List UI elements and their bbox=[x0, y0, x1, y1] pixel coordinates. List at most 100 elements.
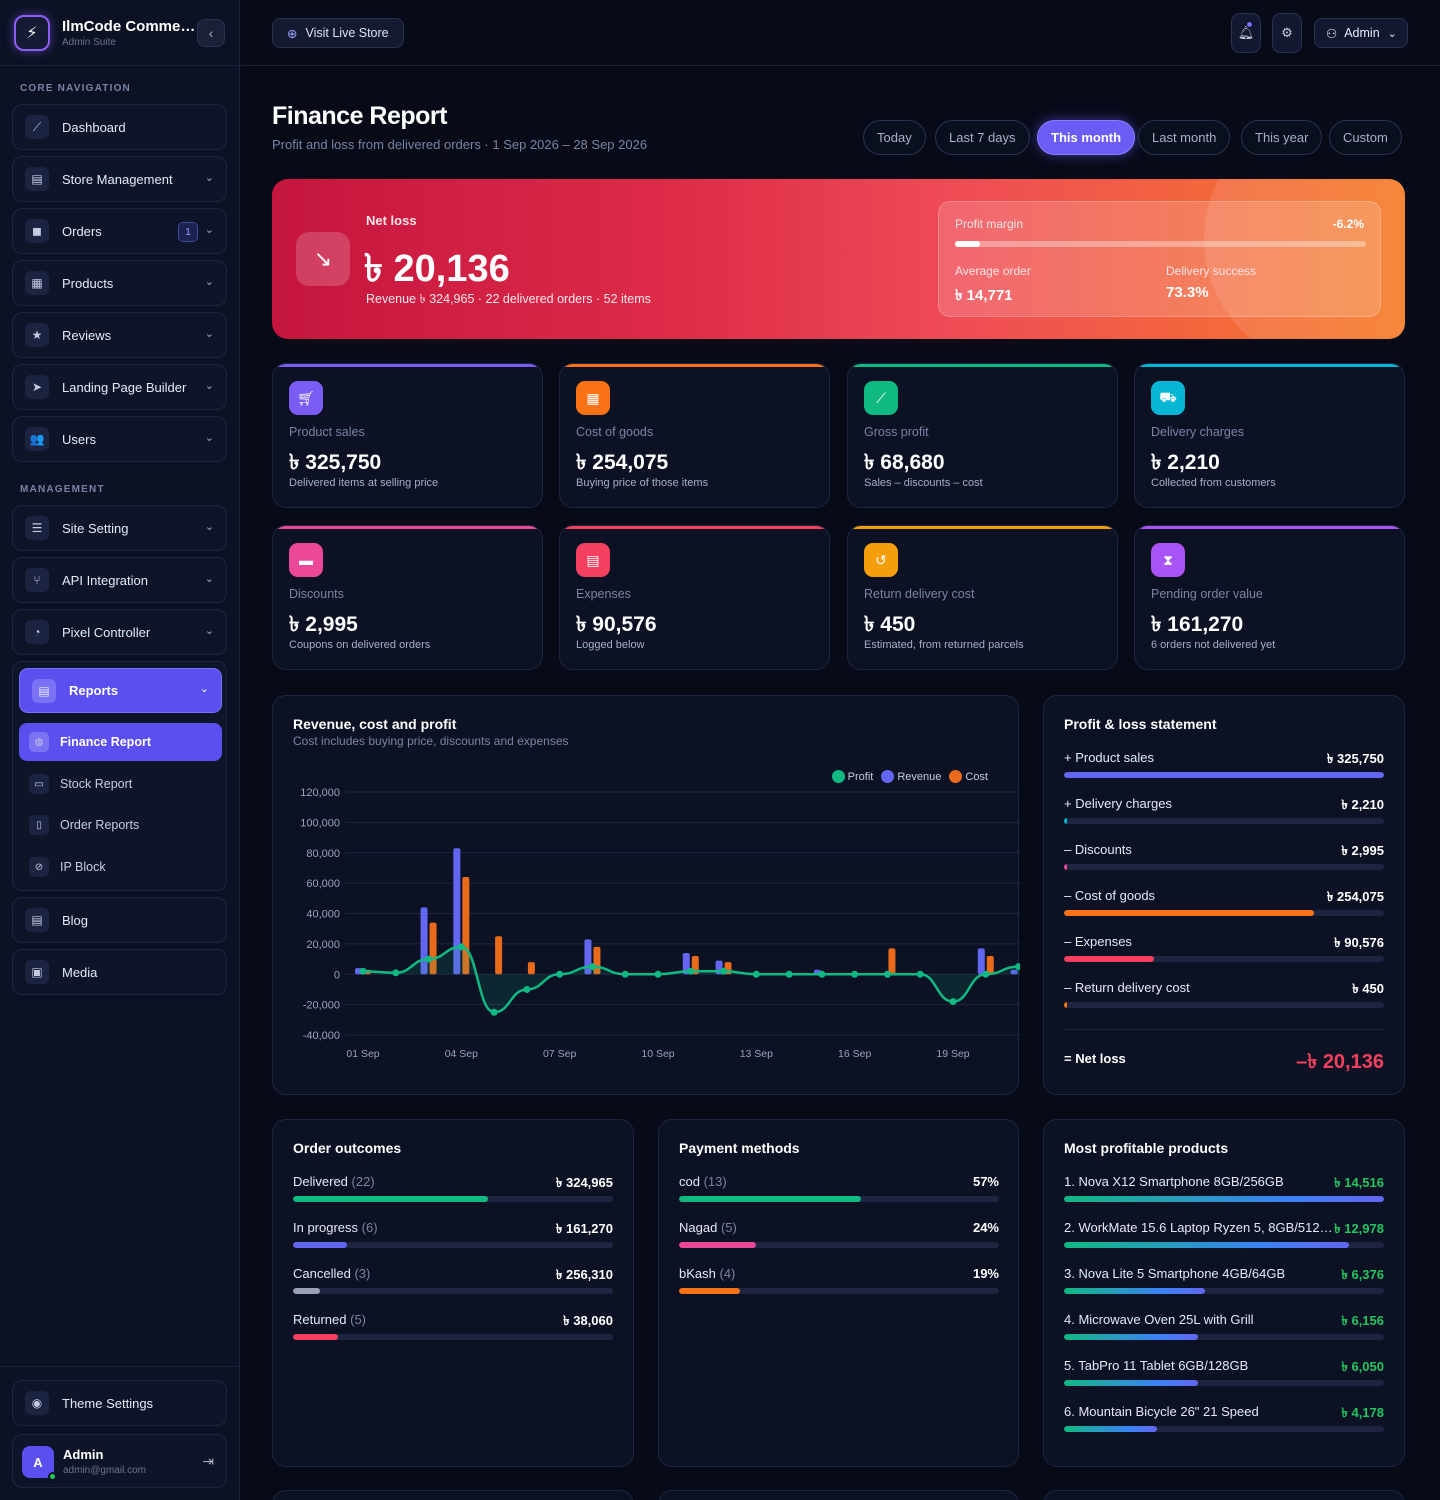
sidebar-item-orders[interactable]: ◼ Orders 1 ⌄ bbox=[12, 208, 227, 254]
sidebar-subitem-finance-report[interactable]: ◍ Finance Report bbox=[19, 723, 222, 761]
list-item-track bbox=[1064, 1426, 1384, 1432]
pl-row: – Expenses ৳ 90,576 bbox=[1064, 934, 1384, 974]
money-bag-icon: ◍ bbox=[29, 732, 49, 752]
list-item-amount: ৳ 6,376 bbox=[1341, 1267, 1384, 1282]
sidebar-item-users[interactable]: 👥 Users ⌄ bbox=[12, 416, 227, 462]
legend-label: Cost bbox=[965, 770, 988, 783]
cost-bar bbox=[888, 948, 896, 975]
average-order-label: Average order bbox=[955, 264, 1031, 278]
x-tick-label: 07 Sep bbox=[543, 1048, 576, 1060]
list-item-track bbox=[293, 1334, 613, 1340]
sidebar-footer-divider bbox=[0, 1366, 240, 1367]
profit-point bbox=[359, 967, 367, 975]
order-outcomes-card: Order outcomes Delivered (22) ৳ 324,965 In… bbox=[272, 1119, 634, 1467]
sidebar-item-store-management[interactable]: ▤ Store Management ⌄ bbox=[12, 156, 227, 202]
sidebar-item-label: Theme Settings bbox=[62, 1395, 154, 1411]
sidebar-subitem-label: IP Block bbox=[60, 860, 106, 874]
range-last-month[interactable]: Last month bbox=[1138, 120, 1231, 155]
stat-card: ⛟ Delivery charges ৳ 2,210 Collected from c… bbox=[1134, 363, 1405, 508]
range-this-month[interactable]: This month bbox=[1037, 120, 1136, 155]
stat-label: Delivery charges bbox=[1151, 425, 1245, 439]
stat-value: ৳ 450 bbox=[864, 613, 916, 636]
pl-row-amount: ৳ 2,210 bbox=[1341, 797, 1384, 812]
truck-icon: ⛟ bbox=[1151, 381, 1185, 415]
sidebar-item-products[interactable]: ▦ Products ⌄ bbox=[12, 260, 227, 306]
list-item-name: Returned (5) bbox=[293, 1312, 366, 1327]
sidebar-item-media[interactable]: ▣ Media bbox=[12, 949, 227, 995]
legend-swatch bbox=[949, 770, 963, 783]
profit-point bbox=[687, 967, 695, 975]
sidebar-item-theme-settings[interactable]: ◉ Theme Settings bbox=[12, 1380, 227, 1426]
list-item-amount: ৳ 12,978 bbox=[1334, 1221, 1384, 1236]
bell-icon: 🔔︎ bbox=[1237, 25, 1255, 40]
list-item-count: (13) bbox=[703, 1174, 727, 1189]
stat-accent-line bbox=[560, 526, 829, 529]
list-item: Nagad (5) 24% bbox=[679, 1220, 999, 1260]
sidebar-item-landing-page-builder[interactable]: ➤ Landing Page Builder ⌄ bbox=[12, 364, 227, 410]
brand-title: IlmCode Comme… bbox=[62, 17, 196, 35]
products-title: Most profitable products bbox=[1064, 1140, 1229, 1156]
sidebar-subitem-stock-report[interactable]: ▭ Stock Report bbox=[19, 765, 222, 803]
profit-point bbox=[425, 955, 433, 963]
most-profitable-products-card: Most profitable products 1. Nova X12 Sma… bbox=[1043, 1119, 1405, 1467]
collapse-sidebar-button[interactable]: ‹ bbox=[197, 19, 225, 47]
user-card[interactable]: A Admin admin@gmail.com ⇥ bbox=[12, 1434, 227, 1488]
stat-value: ৳ 161,270 bbox=[1151, 613, 1244, 636]
list-item-fill bbox=[293, 1196, 489, 1202]
stat-subtext: Buying price of those items bbox=[576, 477, 709, 489]
range-last-7-days[interactable]: Last 7 days bbox=[935, 120, 1030, 155]
sidebar-item-reports[interactable]: ▤ Reports ⌄ bbox=[19, 668, 222, 713]
brand-subtitle: Admin Suite bbox=[62, 36, 116, 48]
sidebar-item-label: API Integration bbox=[62, 572, 148, 588]
list-item-amount: 24% bbox=[972, 1220, 999, 1235]
sidebar-item-label: Blog bbox=[62, 912, 89, 928]
stat-accent-line bbox=[1135, 364, 1404, 367]
settings-button[interactable]: ⚙ bbox=[1272, 13, 1302, 53]
sidebar-item-reviews[interactable]: ★ Reviews ⌄ bbox=[12, 312, 227, 358]
legend-item[interactable]: Profit bbox=[831, 770, 873, 783]
x-tick-label: 04 Sep bbox=[445, 1048, 478, 1060]
stat-label: Expenses bbox=[576, 587, 631, 601]
newspaper-icon: ▤ bbox=[25, 908, 49, 932]
pl-row-track bbox=[1064, 956, 1384, 962]
list-item-track bbox=[1064, 1380, 1384, 1386]
stat-value: ৳ 254,075 bbox=[576, 451, 669, 474]
sidebar-item-api-integration[interactable]: ⑂ API Integration ⌄ bbox=[12, 557, 227, 603]
notifications-button[interactable]: 🔔︎ bbox=[1231, 13, 1261, 53]
sidebar-subitem-order-reports[interactable]: ▯ Order Reports bbox=[19, 806, 222, 844]
next-card-stub bbox=[658, 1490, 1019, 1500]
stat-card: 🛒︎ Product sales ৳ 325,750 Delivered items … bbox=[272, 363, 543, 508]
sidebar-item-site-setting[interactable]: ☰ Site Setting ⌄ bbox=[12, 505, 227, 551]
online-status-dot bbox=[48, 1472, 57, 1481]
sidebar-item-dashboard[interactable]: ⟋ Dashboard bbox=[12, 104, 227, 150]
admin-menu-button[interactable]: ⚇ Admin ⌄ bbox=[1314, 18, 1408, 48]
sidebar-item-blog[interactable]: ▤ Blog bbox=[12, 897, 227, 943]
pl-row-amount: ৳ 2,995 bbox=[1341, 843, 1384, 858]
range-custom[interactable]: Custom bbox=[1329, 120, 1402, 155]
pl-row-track bbox=[1064, 772, 1384, 778]
profit-margin-value: -6.2% bbox=[1332, 217, 1364, 231]
chevron-left-icon: ‹ bbox=[208, 25, 214, 41]
logout-icon[interactable]: ⇥ bbox=[202, 1453, 214, 1469]
x-tick-label: 13 Sep bbox=[740, 1048, 773, 1060]
cost-bar bbox=[527, 962, 535, 975]
pl-row: + Delivery charges ৳ 2,210 bbox=[1064, 796, 1384, 836]
profit-point bbox=[949, 998, 957, 1006]
visit-live-store-button[interactable]: ⊕ Visit Live Store bbox=[272, 18, 404, 48]
stat-value: ৳ 68,680 bbox=[864, 451, 945, 474]
hero-metrics: Profit margin -6.2% Average order ৳ 14,7… bbox=[938, 201, 1381, 317]
range-this-year[interactable]: This year bbox=[1241, 120, 1323, 155]
legend-item[interactable]: Revenue bbox=[881, 770, 941, 783]
range-today[interactable]: Today bbox=[863, 120, 926, 155]
notification-dot bbox=[1246, 21, 1253, 28]
pl-title: Profit & loss statement bbox=[1064, 716, 1217, 732]
legend-item[interactable]: Cost bbox=[949, 770, 988, 783]
stat-card: ▤ Expenses ৳ 90,576 Logged below bbox=[559, 525, 830, 670]
list-item-label: In progress bbox=[293, 1220, 359, 1235]
stat-value: ৳ 2,995 bbox=[289, 613, 358, 636]
stat-card: ⟋ Gross profit ৳ 68,680 Sales – discounts –… bbox=[847, 363, 1118, 508]
sidebar-subitem-ip-block[interactable]: ⊘ IP Block bbox=[19, 848, 222, 886]
sidebar-item-pixel-controller[interactable]: ◔ Pixel Controller ⌄ bbox=[12, 609, 227, 655]
star-icon: ★ bbox=[25, 323, 49, 347]
list-item-name: 5. TabPro 11 Tablet 6GB/128GB bbox=[1064, 1358, 1248, 1373]
